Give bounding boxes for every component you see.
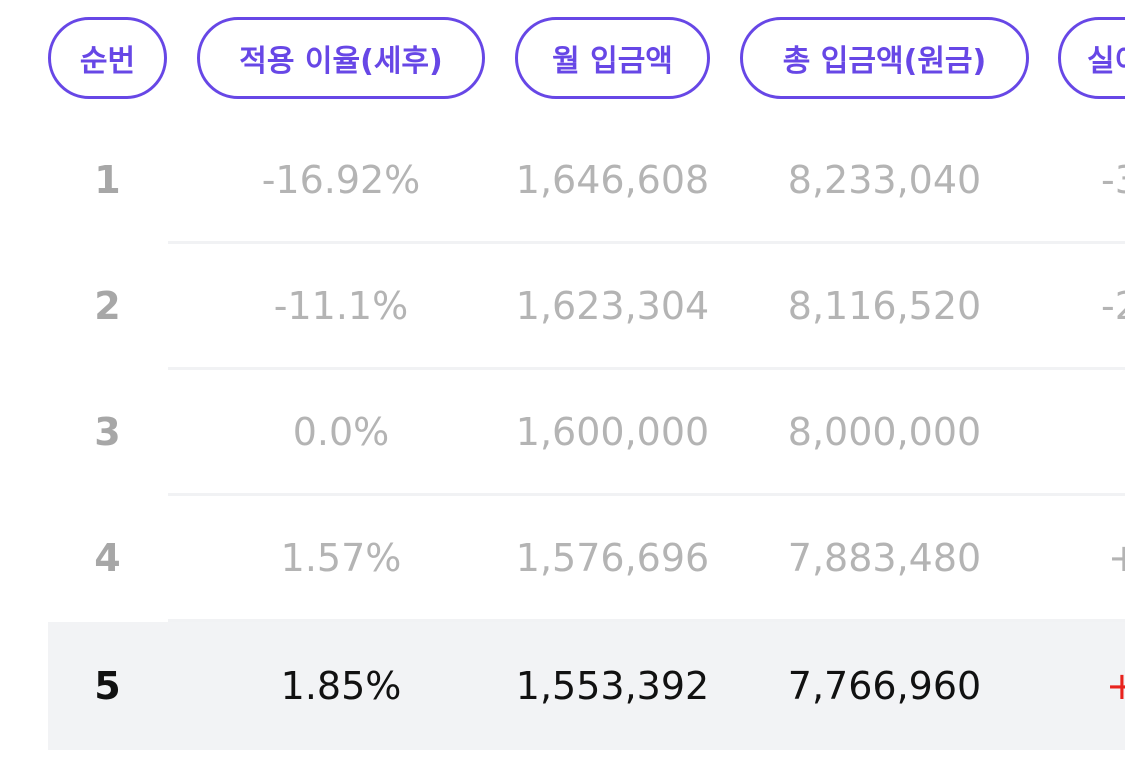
- row-index: 3: [94, 409, 121, 454]
- row-index: 1: [94, 157, 121, 202]
- row-index: 4: [94, 535, 121, 580]
- row-monthly-deposit: 1,623,304: [515, 283, 710, 328]
- row-total-deposit: 8,233,040: [787, 157, 982, 202]
- row-divider: [168, 493, 1125, 496]
- row-actual-interest-partial: +: [1108, 535, 1125, 580]
- header-rate-button[interactable]: 적용 이율(세후): [197, 17, 485, 99]
- row-monthly-deposit: 1,576,696: [515, 535, 710, 580]
- header-actual-interest-label: 실이: [1087, 44, 1125, 79]
- table-row-selected[interactable]: 5 1.85% 1,553,392 7,766,960 +: [0, 622, 1125, 750]
- row-rate: 1.57%: [280, 535, 402, 580]
- selected-row-highlight: [48, 622, 1125, 750]
- row-total-deposit: 7,883,480: [787, 535, 982, 580]
- header-index-label: 순번: [79, 44, 136, 79]
- row-total-deposit: 8,116,520: [787, 283, 982, 328]
- row-monthly-deposit: 1,600,000: [515, 409, 710, 454]
- table-row[interactable]: 3 0.0% 1,600,000 8,000,000: [0, 370, 1125, 496]
- row-total-deposit: 8,000,000: [787, 409, 982, 454]
- row-rate: 0.0%: [292, 409, 390, 454]
- row-actual-interest-partial: -3: [1101, 157, 1125, 202]
- header-rate-label: 적용 이율(세후): [239, 44, 443, 79]
- row-index: 2: [94, 283, 121, 328]
- row-rate: 1.85%: [280, 664, 402, 708]
- row-rate: -16.92%: [261, 157, 421, 202]
- row-divider: [168, 619, 1125, 622]
- row-divider: [168, 241, 1125, 244]
- header-actual-interest-button[interactable]: 실이: [1058, 17, 1125, 99]
- row-index: 5: [94, 664, 121, 708]
- table-row[interactable]: 4 1.57% 1,576,696 7,883,480 +: [0, 496, 1125, 622]
- row-actual-interest-partial: +: [1106, 664, 1125, 708]
- header-total-deposit-label: 총 입금액(원금): [782, 44, 987, 79]
- table-row[interactable]: 2 -11.1% 1,623,304 8,116,520 -2: [0, 244, 1125, 370]
- row-actual-interest-partial: -2: [1101, 283, 1125, 328]
- row-total-deposit: 7,766,960: [787, 664, 982, 708]
- column-header-row: 순번 적용 이율(세후) 월 입금액 총 입금액(원금) 실이: [0, 0, 1125, 118]
- row-monthly-deposit: 1,646,608: [515, 157, 710, 202]
- row-monthly-deposit: 1,553,392: [515, 664, 710, 708]
- header-total-deposit-button[interactable]: 총 입금액(원금): [740, 17, 1029, 99]
- row-rate: -11.1%: [273, 283, 409, 328]
- header-monthly-deposit-button[interactable]: 월 입금액: [515, 17, 710, 99]
- table-body: 1 -16.92% 1,646,608 8,233,040 -3 2 -11.1…: [0, 118, 1125, 750]
- row-divider: [168, 367, 1125, 370]
- header-monthly-deposit-label: 월 입금액: [552, 44, 673, 79]
- table-row[interactable]: 1 -16.92% 1,646,608 8,233,040 -3: [0, 118, 1125, 244]
- row-actual-interest-partial: [1101, 370, 1125, 493]
- header-index-button[interactable]: 순번: [48, 17, 167, 99]
